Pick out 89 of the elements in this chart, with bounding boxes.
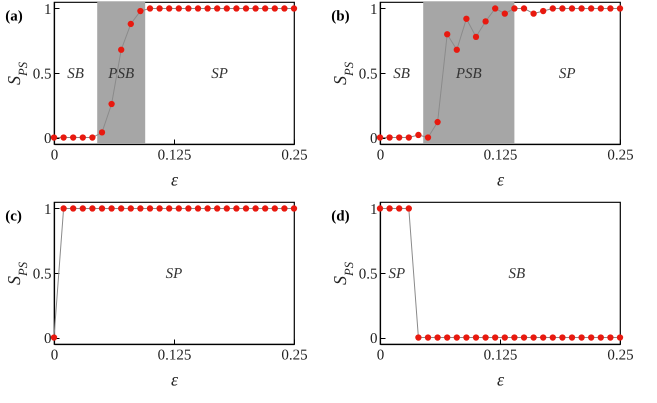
point	[204, 5, 211, 12]
point	[272, 5, 278, 12]
point	[540, 8, 546, 14]
point	[281, 5, 288, 12]
point	[118, 46, 124, 53]
point	[290, 5, 298, 12]
point	[434, 118, 441, 126]
point	[224, 5, 230, 12]
point	[578, 5, 585, 12]
point	[185, 5, 192, 12]
x-tick-label: 0.25	[281, 348, 308, 364]
y-tick-label: 1	[370, 202, 378, 218]
y-tick-label: 1	[370, 2, 378, 18]
point	[463, 16, 470, 22]
annotation: SP	[558, 66, 576, 82]
chart-title: (a)	[5, 8, 23, 24]
point	[60, 134, 67, 141]
point	[472, 34, 480, 40]
point	[607, 5, 614, 12]
point	[424, 134, 432, 141]
point	[376, 134, 384, 141]
y-tick-label: 0	[370, 331, 378, 348]
point	[70, 134, 76, 141]
point	[588, 5, 594, 12]
chart-title: (c)	[5, 208, 22, 224]
band-label: PSB	[107, 66, 134, 82]
point	[482, 18, 489, 25]
point	[559, 5, 566, 12]
annotation: SB	[67, 66, 84, 82]
x-tick-label: 0.25	[607, 148, 634, 164]
point	[550, 5, 556, 12]
annotation: SB	[393, 66, 410, 82]
y-tick-label: 0	[44, 131, 52, 148]
point	[598, 5, 604, 12]
y-tick-label: 1	[44, 202, 52, 218]
annotation: SP	[388, 266, 406, 282]
point	[80, 134, 86, 141]
x-tick-label: 0.125	[484, 148, 518, 164]
y-tick-label: 0.5	[358, 66, 378, 82]
point	[214, 5, 220, 12]
point	[492, 5, 498, 12]
chart-title: (d)	[331, 208, 350, 224]
y-tick-label: 0.5	[32, 266, 52, 282]
chart-title: (b)	[331, 8, 350, 24]
point	[406, 134, 412, 141]
point	[108, 100, 115, 108]
point	[252, 5, 259, 12]
point	[530, 10, 537, 17]
y-tick-label: 1	[44, 2, 52, 18]
point	[262, 5, 268, 12]
point	[166, 5, 172, 12]
x-axis-title: ε	[496, 370, 505, 390]
point	[89, 134, 96, 141]
point	[156, 5, 163, 12]
point	[511, 5, 518, 12]
point	[242, 5, 250, 12]
point	[194, 5, 202, 12]
annotation: SP	[166, 266, 182, 282]
point	[233, 5, 240, 12]
point	[176, 5, 182, 12]
x-tick-label: 0.25	[281, 148, 308, 164]
point	[146, 5, 154, 12]
point	[616, 5, 624, 12]
point	[520, 5, 528, 12]
x-tick-label: 0.125	[484, 348, 518, 364]
x-tick-label: 0.125	[158, 148, 192, 164]
x-axis-title: ε	[170, 370, 179, 390]
y-tick-label: 0.5	[358, 266, 378, 282]
x-tick-label: 0.125	[158, 348, 192, 364]
point	[454, 46, 460, 53]
point	[502, 10, 508, 17]
point	[128, 20, 134, 28]
y-tick-label: 0.5	[32, 66, 52, 82]
y-tick-label: 0	[44, 331, 52, 348]
annotation: SP	[211, 66, 228, 82]
point	[98, 129, 106, 136]
point	[50, 134, 58, 141]
y-tick-label: 0	[370, 131, 378, 148]
x-axis-title: ε	[496, 170, 505, 190]
band-label: PSB	[454, 66, 482, 82]
x-axis-title: ε	[170, 170, 179, 190]
point	[396, 134, 402, 141]
point	[415, 132, 422, 138]
point	[386, 134, 393, 141]
point	[137, 8, 144, 14]
point	[444, 31, 450, 38]
point	[568, 5, 576, 12]
x-tick-label: 0.25	[607, 348, 634, 364]
annotation: SB	[508, 266, 526, 282]
